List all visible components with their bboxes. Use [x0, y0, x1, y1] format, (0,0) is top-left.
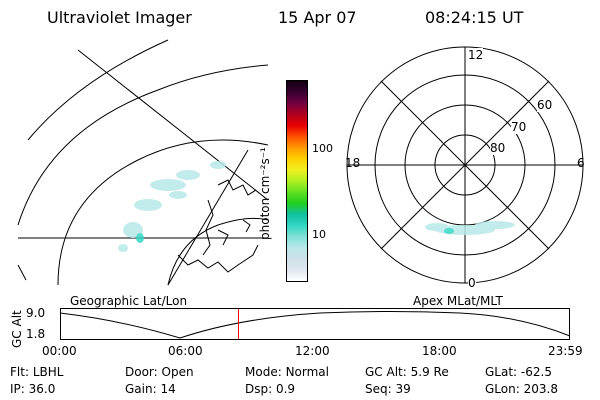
- alt-xtick-1800: 18:00: [422, 344, 457, 358]
- mlt-label-12: 12: [468, 48, 484, 62]
- instrument-title: Ultraviolet Imager: [47, 8, 192, 27]
- apex-panel-label: Apex MLat/MLT: [413, 294, 503, 308]
- mlat-label-60: 60: [537, 98, 553, 112]
- alt-ytick-1-8: 1.8: [26, 327, 46, 341]
- geographic-map-panel: [17, 39, 269, 286]
- color-scale-bar: [286, 80, 308, 282]
- mlat-label-80: 80: [490, 141, 506, 155]
- altitude-plot: [59, 308, 571, 340]
- mlt-label-18: 18: [345, 156, 361, 170]
- colorbar-tick-10: 10: [312, 228, 326, 241]
- status-gc-alt: GC Alt: 5.9 Re: [365, 365, 449, 379]
- aurora-emission: [118, 161, 226, 252]
- mlat-label-70: 70: [511, 120, 527, 134]
- status-seq: Seq: 39: [365, 382, 411, 396]
- status-flt: Flt: LBHL: [10, 365, 64, 379]
- alt-ytick-9: 9.0: [26, 306, 46, 320]
- polar-aurora-emission: [425, 221, 515, 235]
- status-glon: GLon: 203.8: [485, 382, 558, 396]
- geographic-panel-label: Geographic Lat/Lon: [70, 294, 188, 308]
- alt-plot-ylabel: GC Alt: [10, 310, 24, 348]
- colorbar-unit-label: photon cm⁻²s⁻¹: [258, 147, 272, 240]
- alt-xtick-1200: 12:00: [295, 344, 330, 358]
- time-label: 08:24:15 UT: [425, 8, 524, 27]
- status-glat: GLat: -62.5: [485, 365, 552, 379]
- status-mode: Mode: Normal: [245, 365, 329, 379]
- status-door: Door: Open: [125, 365, 194, 379]
- alt-xtick-2359: 23:59: [548, 344, 583, 358]
- date-label: 15 Apr 07: [278, 8, 357, 27]
- status-gain: Gain: 14: [125, 382, 176, 396]
- mlt-label-6: 6: [577, 156, 585, 170]
- status-dsp: Dsp: 0.9: [245, 382, 296, 396]
- polar-mlat-mlt-plot: [346, 46, 584, 284]
- status-ip: IP: 36.0: [10, 382, 56, 396]
- mlt-label-0: 0: [468, 276, 476, 290]
- alt-xtick-0000: 00:00: [42, 344, 77, 358]
- colorbar-tick-100: 100: [312, 142, 333, 155]
- alt-xtick-0600: 06:00: [168, 344, 203, 358]
